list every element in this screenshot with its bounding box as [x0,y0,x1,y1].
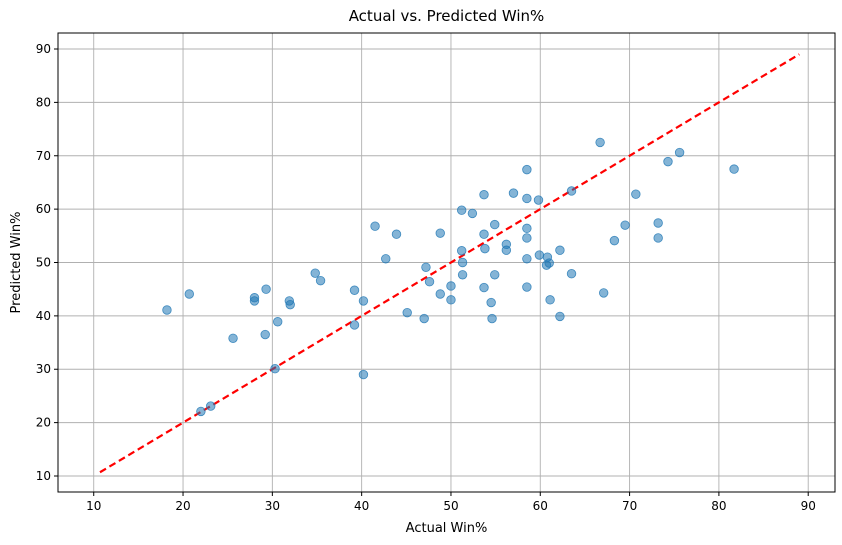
data-point [566,186,577,196]
data-point [435,289,445,299]
data-point [391,229,402,239]
data-point [631,189,641,199]
data-point [479,229,489,239]
data-point [522,193,532,204]
data-point [533,195,544,205]
data-point [456,246,467,256]
data-point [196,406,206,417]
data-point [467,208,478,219]
data-point [273,317,283,327]
data-point [545,295,555,305]
x-tick-label: 50 [443,499,458,513]
data-point [421,262,431,273]
data-point [261,284,271,294]
y-tick-label: 40 [36,309,51,323]
chart-title: Actual vs. Predicted Win% [349,7,545,25]
data-point [349,285,360,295]
data-point [370,221,380,231]
data-point [424,277,435,287]
data-point [358,369,369,380]
data-point [653,218,663,228]
data-point [260,329,270,340]
data-point [358,296,369,306]
data-point [457,257,468,268]
data-point [162,305,172,315]
data-point [285,299,295,310]
x-tick-label: 10 [86,499,101,513]
data-point [522,254,532,264]
reference-line [99,53,800,474]
data-point [270,364,280,374]
x-tick-label: 30 [265,499,280,513]
data-point [620,220,630,230]
y-tick-label: 30 [36,362,51,376]
data-point [456,205,467,215]
data-point [479,190,489,200]
data-point [419,313,429,324]
data-point [349,320,360,330]
x-tick-label: 80 [711,499,726,513]
data-point [486,297,496,308]
data-point [555,245,565,255]
data-point [446,295,456,305]
data-point [435,228,445,238]
data-point [310,268,320,278]
data-point [674,147,685,158]
data-point [522,164,532,175]
data-point [490,219,500,230]
y-tick-label: 10 [36,469,51,483]
data-point [729,164,739,174]
x-tick-label: 70 [622,499,637,513]
x-axis-label: Actual Win% [406,521,488,536]
data-point [249,296,260,306]
data-point [457,270,468,280]
data-point [501,245,512,255]
x-tick-label: 20 [175,499,190,513]
y-tick-label: 60 [36,202,51,216]
reference-line-group [99,53,800,474]
data-point [206,401,216,411]
y-axis-ticks: 10 20 30 40 50 60 70 80 90 [36,42,58,483]
x-tick-label: 60 [533,499,548,513]
data-point [653,233,663,243]
data-point [381,254,391,264]
data-point [663,156,673,167]
data-point [184,289,194,299]
data-point [522,223,532,234]
data-point [522,233,532,243]
data-point [609,235,620,246]
data-point [480,243,490,254]
data-point [544,258,554,268]
data-point [508,188,519,198]
data-point [534,250,545,260]
data-point [487,313,497,324]
grid [58,33,835,492]
x-axis-ticks: 10 20 30 40 50 60 70 80 90 [86,492,816,513]
data-point [446,281,456,291]
y-tick-label: 80 [36,95,51,109]
x-tick-label: 90 [801,499,816,513]
data-point [479,282,489,293]
y-tick-label: 90 [36,42,51,56]
data-point [598,288,609,298]
data-point [522,282,532,292]
data-point [228,333,238,343]
y-tick-label: 50 [36,256,51,270]
y-axis-label: Predicted Win% [9,212,24,314]
x-tick-label: 40 [354,499,369,513]
y-tick-label: 20 [36,416,51,430]
data-point [555,311,565,322]
data-point [490,270,500,280]
data-point [315,275,326,286]
data-point [595,137,605,148]
y-tick-label: 70 [36,149,51,163]
data-points [162,137,739,417]
data-point [566,269,577,279]
data-point [402,307,412,318]
